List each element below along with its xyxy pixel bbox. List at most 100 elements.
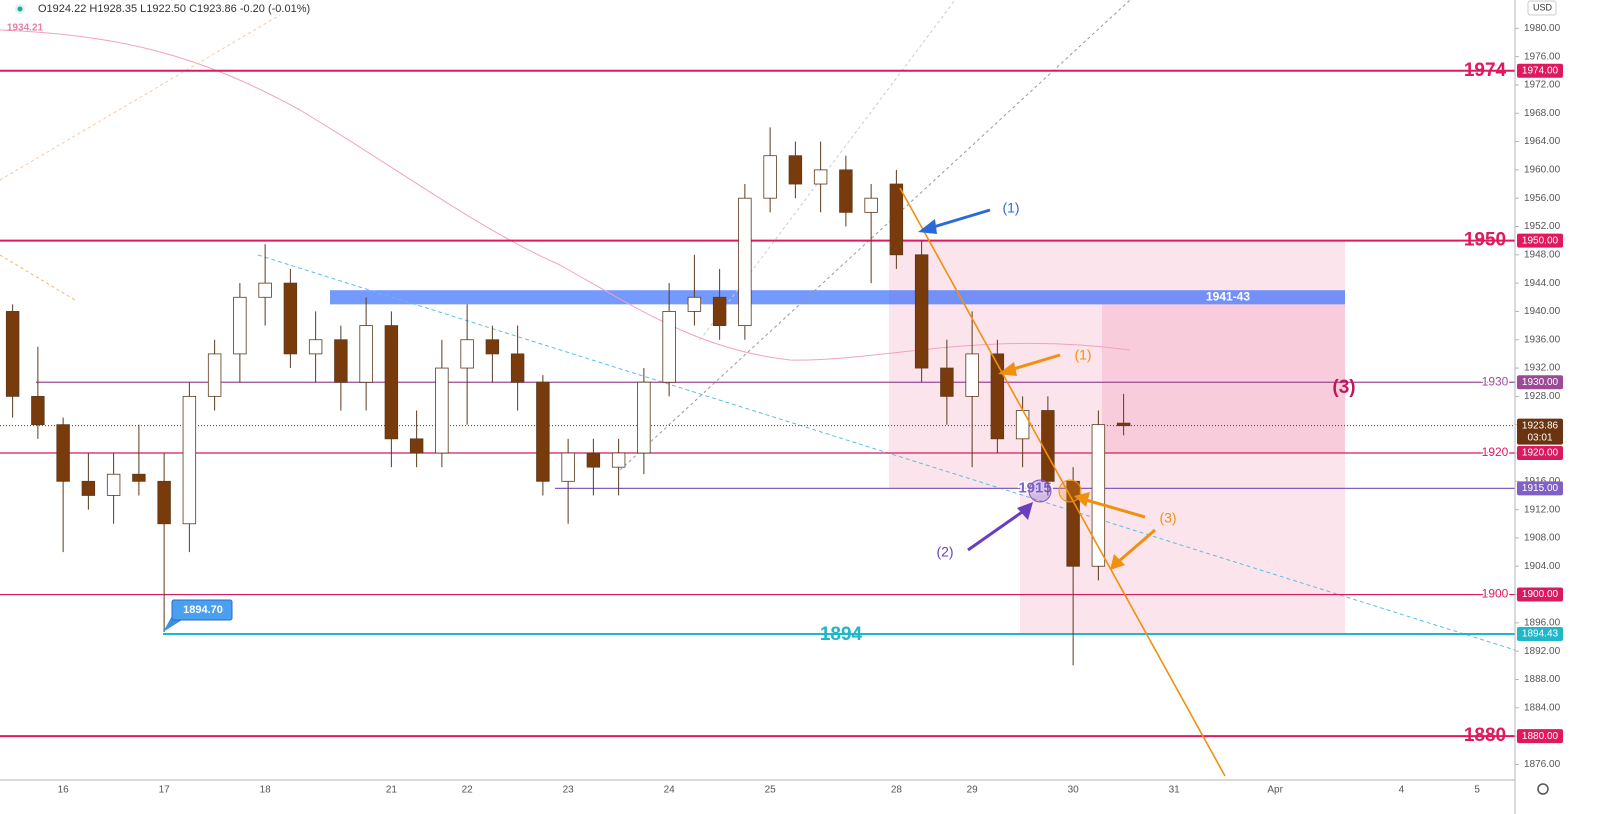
zone-label: 1941-43 [1206, 289, 1250, 303]
candle-body [485, 339, 500, 355]
candle-body [359, 325, 373, 383]
y-tick-label: 1892.00 [1524, 646, 1561, 657]
current-price-badge [1517, 418, 1563, 445]
currency[interactable]: USD [1533, 2, 1553, 12]
moving-average [0, 29, 1131, 361]
annotation: (3) [1332, 377, 1355, 398]
current-price-label: 1923.86 [1522, 420, 1559, 431]
price-badge-label: 1894.43 [1522, 629, 1559, 640]
trend-line [699, 0, 956, 341]
level-label: 1900 [1482, 587, 1509, 601]
price-badge-label: 1900.00 [1522, 589, 1559, 600]
y-tick-label: 1912.00 [1524, 504, 1561, 515]
zone [1102, 304, 1345, 453]
trend-line [619, 0, 1131, 471]
y-tick-label: 1876.00 [1524, 759, 1561, 770]
x-tick-label: 4 [1399, 785, 1405, 796]
arrow [1085, 498, 1146, 519]
candle-body [561, 452, 575, 482]
candle-body [965, 353, 979, 397]
price-badge-label: 1950.00 [1522, 235, 1559, 246]
levels: 1974 1950 1930 1920 1915 1900 1894 1880 [0, 60, 1515, 746]
price-badge [1517, 729, 1563, 744]
y-tick-label: 1904.00 [1524, 561, 1561, 572]
level-label: 1974 [1464, 60, 1507, 81]
x-tick-label: 30 [1068, 785, 1080, 796]
level-label: 1880 [1464, 725, 1506, 746]
candle-body [31, 395, 45, 426]
trend-line [899, 187, 1226, 777]
candle-body [334, 339, 348, 383]
x-tick-label: 18 [260, 785, 272, 796]
candle-body [914, 254, 929, 369]
currency-button[interactable] [1527, 0, 1557, 16]
arrow-head [998, 362, 1017, 376]
candle-body [1091, 424, 1106, 567]
y-tick-label: 1888.00 [1524, 674, 1561, 685]
price-badge [1517, 445, 1563, 460]
candle-body [409, 438, 424, 454]
price-badge [1517, 587, 1563, 602]
y-tick-label: 1948.00 [1524, 249, 1561, 260]
candle-body [611, 452, 626, 468]
x-tick-label: 25 [765, 785, 777, 796]
y-tick-label: 1908.00 [1524, 533, 1561, 544]
price-badge [1517, 481, 1563, 496]
y-tick-label: 1896.00 [1524, 618, 1561, 629]
callout [171, 599, 233, 621]
candle-body [813, 169, 828, 185]
candle-body [687, 296, 702, 312]
candle-body [1116, 422, 1131, 427]
level-label: 1894 [820, 624, 863, 645]
candle-body [637, 381, 651, 454]
candle-body [460, 339, 474, 369]
zone [889, 240, 1345, 489]
candle-body [864, 197, 878, 213]
y-tick-label: 1980.00 [1524, 23, 1561, 34]
candle-body [662, 311, 676, 383]
candle-body [839, 169, 853, 213]
x-tick-label: 17 [159, 785, 171, 796]
settings-icon[interactable] [1537, 783, 1549, 795]
price-badge-label: 1915.00 [1522, 483, 1559, 494]
price-badge-label: 1930.00 [1522, 377, 1559, 388]
candle-body [81, 480, 96, 496]
zones: 1941-43 [330, 240, 1345, 634]
candle-body [384, 325, 399, 440]
price-badge [1517, 375, 1563, 390]
x-tick-label: 28 [891, 785, 903, 796]
arrow [929, 208, 991, 230]
annotation: 1934.21 [7, 23, 44, 34]
candle-body [788, 155, 803, 185]
level-label: 1920 [1482, 445, 1509, 459]
x-tick-label: Apr [1267, 785, 1283, 796]
candle-body [763, 155, 777, 199]
level-label: 1930 [1482, 374, 1509, 388]
price-axis: 1876.00 1880.00 1884.00 1888.00 1892.00 1896.… [1515, 23, 1563, 770]
candles [5, 127, 1131, 666]
annotations: (1) (1) (2) (3) (3) 1894.70 1934.21 [7, 23, 1356, 632]
y-tick-label: 1972.00 [1524, 80, 1561, 91]
status-dot [17, 6, 23, 12]
y-tick-label: 1964.00 [1524, 136, 1561, 147]
arrow-head [1074, 492, 1090, 507]
candle-body [157, 480, 171, 525]
level-label: 1915 [1018, 479, 1051, 496]
arrow [967, 508, 1026, 552]
candle-body [586, 452, 601, 468]
y-tick-label: 1956.00 [1524, 193, 1561, 204]
annotation: 1894.70 [183, 604, 223, 616]
candle-body [56, 424, 70, 482]
annotation: (1) [1002, 200, 1019, 216]
marker [1028, 479, 1052, 503]
arrow-head [1017, 502, 1033, 520]
time-axis: 16 17 18 21 22 23 24 25 28 29 30 31 Apr 4 5 [58, 785, 1481, 796]
zone [330, 290, 1345, 305]
countdown: 03:01 [1527, 432, 1552, 443]
candle-body [308, 339, 323, 355]
candle-body [106, 473, 121, 496]
trend-line [0, 254, 76, 301]
x-tick-label: 5 [1474, 785, 1480, 796]
